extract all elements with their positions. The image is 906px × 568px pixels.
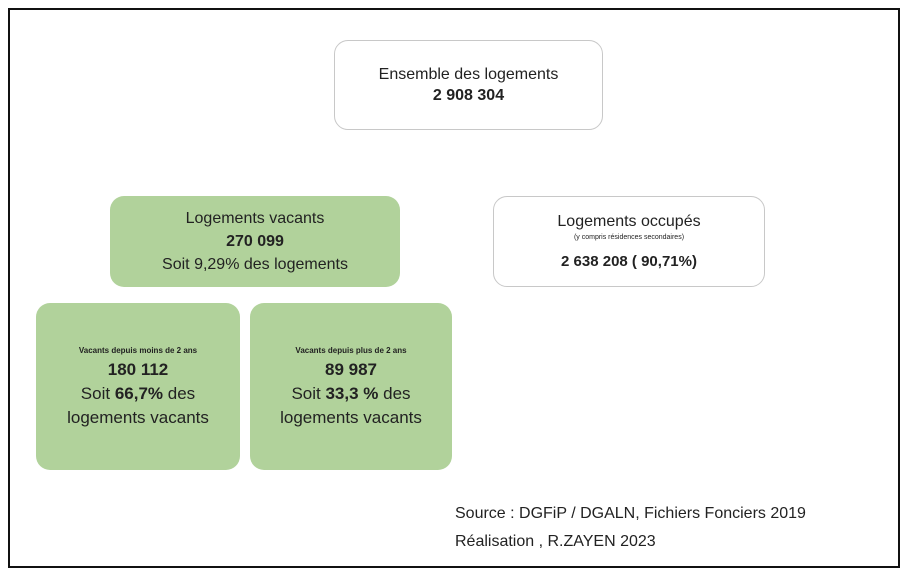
- node-value: 2 638 208 ( 90,71%): [561, 253, 697, 270]
- node-label: Logements vacants: [185, 210, 325, 227]
- source: Source : DGFiP / DGALN, Fichiers Foncier…: [455, 505, 806, 522]
- credit: Réalisation , R.ZAYEN 2023: [455, 533, 656, 550]
- node-share: Soit 9,29% des logements: [162, 256, 348, 273]
- sub-node: Vacants depuis moins de 2 ans 180 112 So…: [36, 303, 240, 470]
- vacants-node: Logements vacants 270 099 Soit 9,29% des…: [110, 196, 400, 287]
- text: Soit: [80, 384, 111, 403]
- occupes-node: Logements occupés (y compris résidences …: [493, 196, 765, 287]
- node-label: Vacants depuis plus de 2 ans: [295, 346, 407, 355]
- node-label: Vacants depuis moins de 2 ans: [78, 346, 198, 355]
- node-label: Logements occupés: [557, 213, 701, 230]
- node-value: 270 099: [226, 233, 284, 250]
- node-value: 2 908 304: [432, 87, 505, 104]
- node-note: (y compris résidences secondaires): [573, 234, 685, 241]
- text: 66,7%: [114, 384, 164, 403]
- sub-node: Vacants depuis plus de 2 ans 89 987 Soit…: [250, 303, 452, 470]
- text: 33,3 %: [325, 384, 379, 403]
- node-label: Ensemble des logements: [378, 66, 559, 83]
- text: des logements vacants: [280, 384, 422, 427]
- node-share: Soit 66,7% des logements vacants: [63, 382, 213, 430]
- node-value: 180 112: [107, 360, 169, 379]
- text: des logements vacants: [67, 384, 209, 427]
- text: Soit: [291, 384, 321, 403]
- node-share: Soit 33,3 % des logements vacants: [276, 382, 426, 430]
- root-node: Ensemble des logements 2 908 304: [334, 40, 603, 130]
- node-value: 89 987: [325, 360, 377, 379]
